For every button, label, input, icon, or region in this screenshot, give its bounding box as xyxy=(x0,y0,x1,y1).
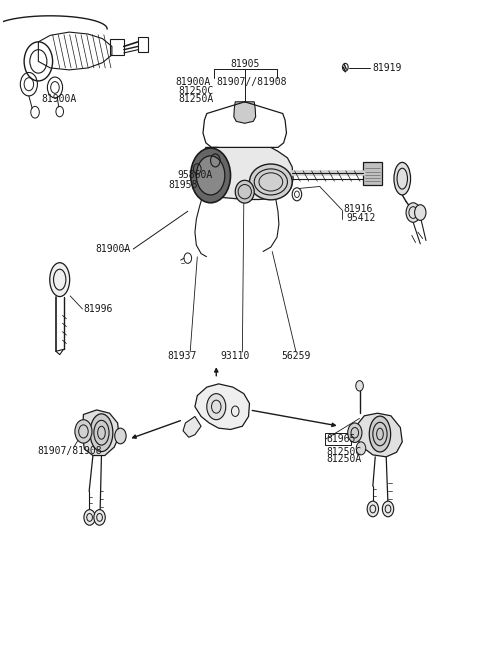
Text: 81965: 81965 xyxy=(326,434,356,444)
Text: 81905: 81905 xyxy=(230,59,259,69)
Ellipse shape xyxy=(50,263,70,296)
Text: 93110: 93110 xyxy=(221,351,250,361)
Circle shape xyxy=(367,501,379,517)
Circle shape xyxy=(207,394,226,420)
Circle shape xyxy=(415,205,426,220)
Circle shape xyxy=(356,380,363,391)
Circle shape xyxy=(191,148,230,203)
Polygon shape xyxy=(83,410,119,455)
Ellipse shape xyxy=(90,414,113,451)
Text: 95412: 95412 xyxy=(347,214,376,223)
Text: 81900A: 81900A xyxy=(42,94,77,104)
Text: 81250C: 81250C xyxy=(326,447,361,457)
Circle shape xyxy=(196,156,225,195)
Text: 81958: 81958 xyxy=(168,179,197,189)
Text: 56259: 56259 xyxy=(281,351,311,361)
Circle shape xyxy=(356,442,366,455)
Text: —: — xyxy=(123,244,129,254)
Text: 81900A: 81900A xyxy=(96,244,131,254)
Polygon shape xyxy=(200,147,293,200)
Circle shape xyxy=(75,420,92,443)
Text: 81250A: 81250A xyxy=(326,455,361,464)
Text: 81996: 81996 xyxy=(84,304,113,314)
Text: 95860A: 95860A xyxy=(178,170,213,180)
Ellipse shape xyxy=(235,180,254,203)
Polygon shape xyxy=(234,102,256,124)
Text: 81250C: 81250C xyxy=(179,85,214,96)
Circle shape xyxy=(406,203,420,222)
Circle shape xyxy=(383,501,394,517)
Polygon shape xyxy=(195,384,250,430)
Circle shape xyxy=(94,510,105,525)
FancyBboxPatch shape xyxy=(363,162,383,185)
Polygon shape xyxy=(183,417,201,438)
Ellipse shape xyxy=(250,164,292,200)
Circle shape xyxy=(348,423,362,443)
Text: 81937: 81937 xyxy=(168,351,197,361)
Polygon shape xyxy=(355,413,402,457)
Text: 81250A: 81250A xyxy=(179,94,214,104)
Text: 81907/81908: 81907/81908 xyxy=(37,446,102,456)
Ellipse shape xyxy=(394,162,410,195)
Circle shape xyxy=(84,510,96,525)
Circle shape xyxy=(115,428,126,444)
Text: 81919: 81919 xyxy=(372,63,401,73)
Text: 81907//81908: 81907//81908 xyxy=(216,78,287,87)
Text: 81900A: 81900A xyxy=(175,78,210,87)
Text: 81916: 81916 xyxy=(343,204,373,214)
Ellipse shape xyxy=(369,416,391,452)
